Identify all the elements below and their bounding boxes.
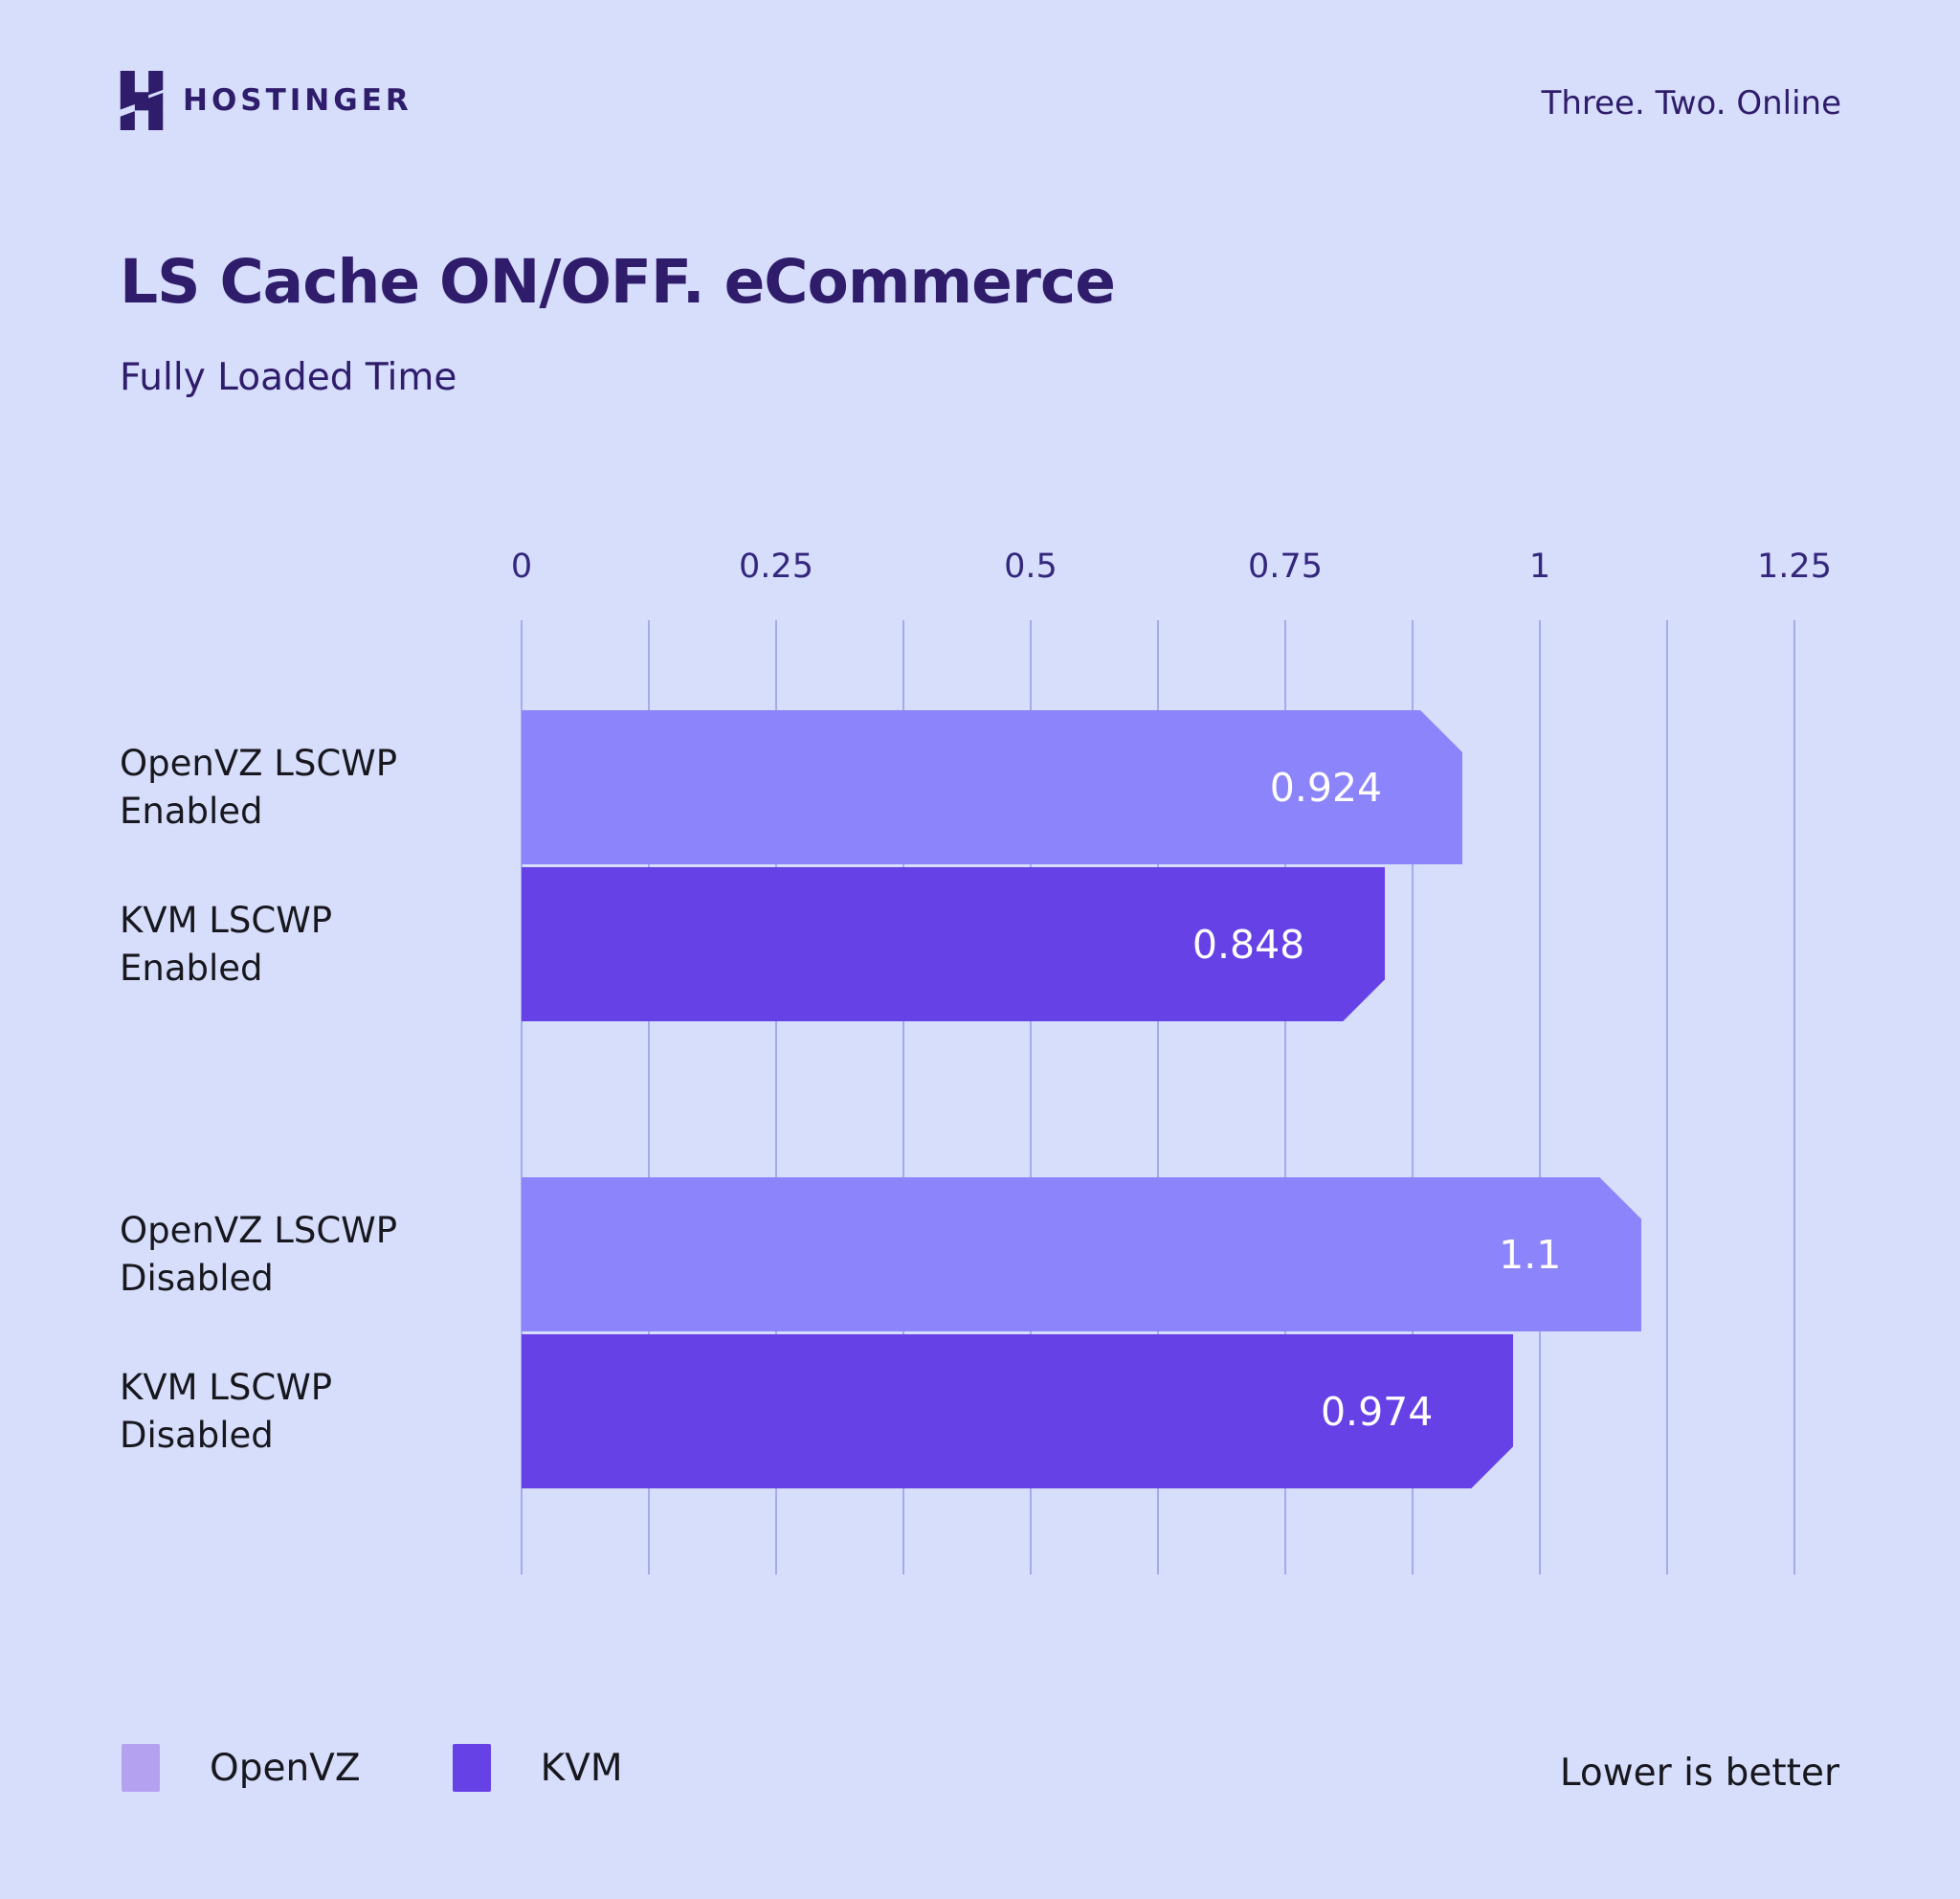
bar-value-label: 1.1 (1499, 1231, 1562, 1278)
page-title: LS Cache ON/OFF. eCommerce (120, 247, 1116, 317)
gridline (1030, 620, 1032, 1575)
x-axis-tick-label: 0.25 (739, 547, 813, 586)
brand-name: HOSTINGER (183, 83, 412, 118)
gridline (902, 620, 904, 1575)
x-axis-tick-label: 0.5 (1004, 547, 1058, 586)
bar-kvm-1: 0.848 (522, 867, 1385, 1021)
plot-area: 0.924 0.848 1.1 0.974 (521, 620, 1795, 1575)
gridline (775, 620, 777, 1575)
bar-openvz-2: 1.1 (522, 1177, 1641, 1331)
category-label: OpenVZ LSCWP Disabled (120, 1209, 398, 1299)
bar-kvm-3: 0.974 (522, 1334, 1513, 1488)
bar-value-label: 0.924 (1269, 764, 1383, 811)
x-axis-tick-label: 0.75 (1248, 547, 1323, 586)
hostinger-logo-icon (120, 71, 164, 130)
bar-openvz-0: 0.924 (522, 710, 1462, 864)
category-label: OpenVZ LSCWP Enabled (120, 742, 398, 832)
gridline (1539, 620, 1541, 1575)
bar-value-label: 0.974 (1320, 1388, 1434, 1435)
category-label: KVM LSCWP Enabled (120, 899, 333, 989)
legend-swatch-kvm (452, 1744, 491, 1792)
x-axis-tick-label: 0 (510, 547, 533, 586)
gridline (1666, 620, 1668, 1575)
x-axis-tick-row: 0 0.25 0.5 0.75 1 1.25 (511, 547, 1832, 595)
gridline (521, 620, 523, 1575)
legend-label-openvz: OpenVZ (210, 1746, 361, 1790)
bar-value-label: 0.848 (1192, 921, 1305, 968)
gridline (1412, 620, 1414, 1575)
hostinger-logo: HOSTINGER (120, 71, 412, 130)
legend-item-kvm: KVM (452, 1744, 623, 1792)
legend-label-kvm: KVM (540, 1746, 623, 1790)
gridline (1793, 620, 1795, 1575)
legend-swatch-openvz (122, 1744, 160, 1792)
x-axis-tick-label: 1.25 (1757, 547, 1832, 586)
page-subtitle: Fully Loaded Time (120, 356, 457, 399)
category-label-column: OpenVZ LSCWP Enabled KVM LSCWP Enabled Ope… (120, 620, 502, 1575)
legend-item-openvz: OpenVZ (122, 1744, 361, 1792)
category-label: KVM LSCWP Disabled (120, 1366, 333, 1456)
gridline (1284, 620, 1286, 1575)
brand-tagline: Three. Two. Online (1541, 84, 1841, 123)
lower-is-better-note: Lower is better (1559, 1752, 1839, 1795)
x-axis-tick-label: 1 (1528, 547, 1551, 586)
gridline (1157, 620, 1159, 1575)
legend: OpenVZ KVM (122, 1744, 622, 1792)
gridline (648, 620, 650, 1575)
